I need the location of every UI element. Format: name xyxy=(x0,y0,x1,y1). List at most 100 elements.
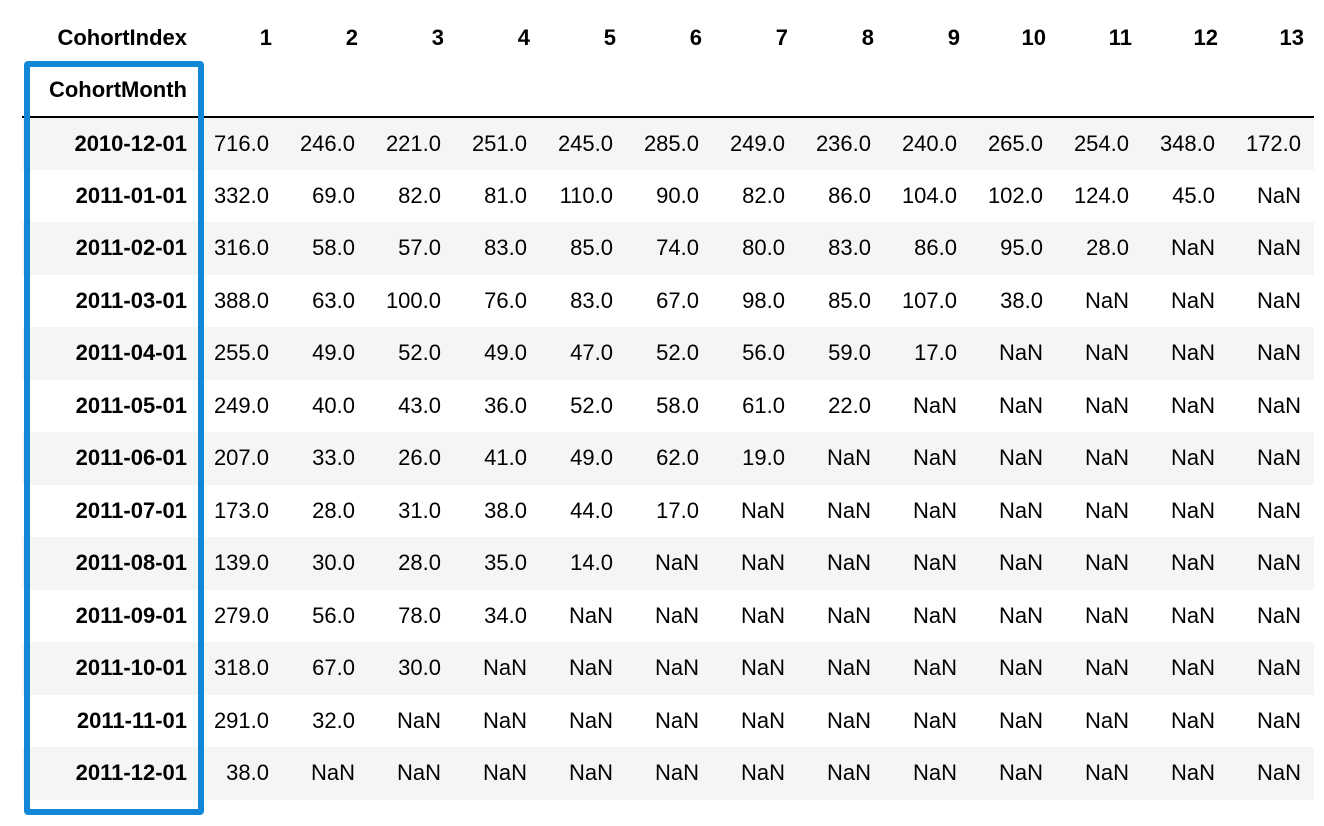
table-cell: 102.0 xyxy=(987,182,1043,208)
table-cell: NaN xyxy=(482,760,527,786)
table-cell: 107.0 xyxy=(901,287,957,313)
column-header: 4 xyxy=(517,25,530,50)
table-cell: 100.0 xyxy=(385,287,441,313)
table-cell: 22.0 xyxy=(828,392,871,418)
table-cell: 716.0 xyxy=(213,130,269,156)
table-cell: 83.0 xyxy=(570,287,613,313)
table-cell: 265.0 xyxy=(987,130,1043,156)
cohort-table-container: CohortIndex 1 2 3 4 5 6 7 8 9 10 11 12 13 CohortMont… xyxy=(22,12,1314,800)
row-index-cohort-month: 2011-12-01 xyxy=(75,760,187,786)
table-cell: 85.0 xyxy=(828,287,871,313)
column-header-spacer xyxy=(282,64,368,118)
table-cell: NaN xyxy=(1084,707,1129,733)
column-header-spacer xyxy=(626,64,712,118)
table-cell: 49.0 xyxy=(484,340,527,366)
table-cell: NaN xyxy=(740,602,785,628)
table-cell: NaN xyxy=(912,655,957,681)
table-cell: 47.0 xyxy=(570,340,613,366)
table-cell: NaN xyxy=(568,760,613,786)
table-cell: 41.0 xyxy=(484,445,527,471)
table-cell: NaN xyxy=(1084,655,1129,681)
column-header: 13 xyxy=(1279,25,1304,50)
table-cell: NaN xyxy=(912,550,957,576)
table-cell: NaN xyxy=(912,760,957,786)
row-index-cohort-month: 2011-09-01 xyxy=(75,602,187,628)
table-cell: 56.0 xyxy=(312,602,355,628)
table-cell: NaN xyxy=(1256,340,1301,366)
column-header: 9 xyxy=(947,25,960,50)
table-cell: NaN xyxy=(1084,497,1129,523)
table-cell: 28.0 xyxy=(1086,235,1129,261)
row-index-cohort-month: 2011-11-01 xyxy=(76,707,187,733)
column-header: 7 xyxy=(775,25,788,50)
table-cell: 104.0 xyxy=(901,182,957,208)
table-cell: 28.0 xyxy=(398,550,441,576)
table-cell: 316.0 xyxy=(213,235,269,261)
table-cell: 279.0 xyxy=(213,602,269,628)
table-cell: NaN xyxy=(1170,760,1215,786)
table-cell: 236.0 xyxy=(815,130,871,156)
table-cell: NaN xyxy=(1084,550,1129,576)
table-cell: 110.0 xyxy=(559,182,613,208)
table-cell: NaN xyxy=(1084,287,1129,313)
table-cell: NaN xyxy=(654,655,699,681)
table-cell: NaN xyxy=(396,707,441,733)
table-cell: 332.0 xyxy=(213,182,269,208)
table-row: 2011-05-01 249.0 40.0 43.0 36.0 52.0 58.0 61.0 2… xyxy=(22,380,1314,433)
table-cell: 173.0 xyxy=(213,497,269,523)
table-cell: 52.0 xyxy=(656,340,699,366)
table-cell: NaN xyxy=(998,655,1043,681)
table-cell: 45.0 xyxy=(1172,182,1215,208)
table-cell: 62.0 xyxy=(656,445,699,471)
table-cell: 74.0 xyxy=(656,235,699,261)
table-cell: NaN xyxy=(998,497,1043,523)
row-index-cohort-month: 2011-04-01 xyxy=(75,340,187,366)
table-row: 2011-04-01 255.0 49.0 52.0 49.0 47.0 52.0 56.0 5… xyxy=(22,327,1314,380)
table-cell: NaN xyxy=(654,550,699,576)
column-header: 2 xyxy=(345,25,358,50)
table-cell: NaN xyxy=(482,655,527,681)
table-body: 2010-12-01 716.0 246.0 221.0 251.0 245.0 285.0… xyxy=(22,117,1314,800)
column-header-spacer xyxy=(454,64,540,118)
table-cell: 291.0 xyxy=(213,707,269,733)
table-cell: 207.0 xyxy=(213,445,269,471)
table-cell: 78.0 xyxy=(398,602,441,628)
table-cell: NaN xyxy=(1256,182,1301,208)
table-cell: 49.0 xyxy=(570,445,613,471)
table-cell: NaN xyxy=(912,497,957,523)
table-cell: 58.0 xyxy=(656,392,699,418)
table-cell: NaN xyxy=(1170,392,1215,418)
column-header-spacer xyxy=(368,64,454,118)
table-cell: NaN xyxy=(826,445,871,471)
table-row: 2011-09-01 279.0 56.0 78.0 34.0 NaN NaN NaN NaN N… xyxy=(22,590,1314,643)
column-header: 12 xyxy=(1193,25,1218,50)
table-cell: NaN xyxy=(568,602,613,628)
column-header-spacer xyxy=(712,64,798,118)
table-row: 2011-03-01 388.0 63.0 100.0 76.0 83.0 67.0 98.0… xyxy=(22,275,1314,328)
table-cell: 14.0 xyxy=(570,550,613,576)
table-cell: NaN xyxy=(1170,655,1215,681)
table-row: 2011-07-01 173.0 28.0 31.0 38.0 44.0 17.0 NaN Na… xyxy=(22,485,1314,538)
table-cell: NaN xyxy=(740,550,785,576)
table-cell: 95.0 xyxy=(1000,235,1043,261)
table-cell: 246.0 xyxy=(299,130,355,156)
row-index-cohort-month: 2011-01-01 xyxy=(75,182,187,208)
table-cell: 59.0 xyxy=(828,340,871,366)
table-cell: 81.0 xyxy=(484,182,527,208)
table-cell: NaN xyxy=(740,655,785,681)
table-cell: 318.0 xyxy=(213,655,269,681)
table-cell: NaN xyxy=(1084,392,1129,418)
table-cell: 249.0 xyxy=(729,130,785,156)
table-cell: 32.0 xyxy=(312,707,355,733)
column-header: 6 xyxy=(689,25,702,50)
table-cell: NaN xyxy=(1084,445,1129,471)
column-header: 10 xyxy=(1021,25,1046,50)
column-header-spacer xyxy=(540,64,626,118)
table-cell: 83.0 xyxy=(828,235,871,261)
table-cell: 38.0 xyxy=(484,497,527,523)
table-cell: 348.0 xyxy=(1159,130,1215,156)
table-cell: 254.0 xyxy=(1073,130,1129,156)
table-cell: NaN xyxy=(482,707,527,733)
table-cell: NaN xyxy=(740,707,785,733)
table-cell: 85.0 xyxy=(570,235,613,261)
